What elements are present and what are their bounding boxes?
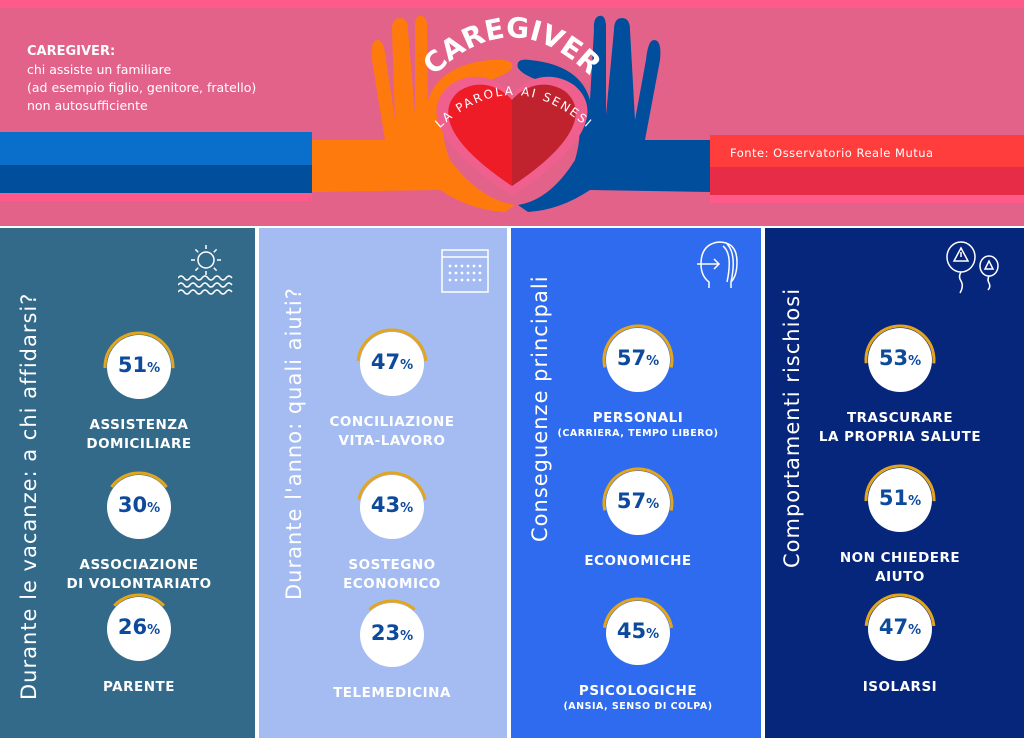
svg-text:CAREGIVER: CAREGIVER xyxy=(416,11,607,81)
percent-circle: 45% xyxy=(601,596,675,670)
definition-title: CAREGIVER: xyxy=(27,44,116,59)
percent-circle: 47% xyxy=(355,327,429,401)
stat-item: 53% TRASCURARE LA PROPRIA SALUTE xyxy=(780,323,1020,447)
pink-stripe xyxy=(0,193,312,201)
percent-value: 51% xyxy=(878,486,922,510)
percent-circle: 26% xyxy=(102,592,176,666)
red-stripe-dark xyxy=(710,167,1024,195)
percent-arc xyxy=(602,597,674,669)
logo-title: CAREGIVER xyxy=(416,11,607,81)
stat-item: 26% PARENTE xyxy=(19,592,259,697)
stat-item: 43% SOSTEGNO ECONOMICO xyxy=(272,470,512,594)
stat-label: TRASCURARE LA PROPRIA SALUTE xyxy=(818,410,982,445)
percent-circle: 43% xyxy=(355,470,429,544)
pink-stripe-right xyxy=(710,195,1024,203)
percent-circle: 51% xyxy=(102,330,176,404)
percent-value: 57% xyxy=(616,346,660,370)
stat-label: CONCILIAZIONE VITA-LAVORO xyxy=(329,414,455,449)
stat-item: 23% TELEMEDICINA xyxy=(272,598,512,703)
percent-value: 47% xyxy=(878,615,922,639)
percent-arc xyxy=(864,324,936,396)
percent-arc xyxy=(602,467,674,539)
definition-line: (ad esempio figlio, genitore, fratello) xyxy=(27,80,257,95)
stat-label: PARENTE xyxy=(103,679,175,695)
stat-item: 45% PSICOLOGICHE (ANSIA, SENSO DI COLPA) xyxy=(518,596,758,713)
caregiver-definition: CAREGIVER: chi assiste un familiare (ad … xyxy=(27,42,256,115)
percent-arc xyxy=(864,464,936,536)
stat-label: SOSTEGNO ECONOMICO xyxy=(343,557,441,592)
percent-circle: 51% xyxy=(863,463,937,537)
percent-arc xyxy=(602,324,674,396)
percent-circle: 30% xyxy=(102,470,176,544)
percent-value: 53% xyxy=(878,346,922,370)
stat-label: PERSONALI (CARRIERA, TEMPO LIBERO) xyxy=(557,410,719,439)
blue-stripe xyxy=(0,132,312,165)
stat-label: NON CHIEDERE AIUTO xyxy=(839,550,961,585)
percent-value: 51% xyxy=(117,353,161,377)
stat-item: 51% NON CHIEDERE AIUTO xyxy=(780,463,1020,587)
percent-value: 47% xyxy=(370,350,414,374)
stat-label: ASSISTENZA DOMICILIARE xyxy=(86,417,192,452)
percent-arc xyxy=(103,471,175,543)
stat-label: ISOLARSI xyxy=(862,679,938,695)
definition-line: non autosufficiente xyxy=(27,98,148,113)
definition-line: chi assiste un familiare xyxy=(27,62,172,77)
percent-arc xyxy=(864,593,936,665)
percent-value: 23% xyxy=(370,621,414,645)
percent-arc xyxy=(103,331,175,403)
percent-value: 45% xyxy=(616,619,660,643)
percent-circle: 57% xyxy=(601,323,675,397)
stat-label: ECONOMICHE xyxy=(584,553,692,569)
red-stripe xyxy=(710,135,1024,167)
stat-item: 47% CONCILIAZIONE VITA-LAVORO xyxy=(272,327,512,451)
top-stripe xyxy=(0,0,1024,8)
stat-item: 57% PERSONALI (CARRIERA, TEMPO LIBERO) xyxy=(518,323,758,440)
percent-circle: 47% xyxy=(863,592,937,666)
percent-circle: 53% xyxy=(863,323,937,397)
stat-label: ASSOCIAZIONE DI VOLONTARIATO xyxy=(66,557,212,592)
hands-heart-logo: CAREGIVER LA PAROLA AI SENESI xyxy=(312,11,710,213)
header-banner: CAREGIVER: chi assiste un familiare (ad … xyxy=(0,0,1024,226)
source-note: Fonte: Osservatorio Reale Mutua xyxy=(730,146,934,160)
warning-balloons-icon xyxy=(946,240,1006,304)
head-icon xyxy=(697,240,741,294)
stat-item: 51% ASSISTENZA DOMICILIARE xyxy=(19,330,259,454)
percent-value: 26% xyxy=(117,615,161,639)
percent-value: 57% xyxy=(616,489,660,513)
percent-arc xyxy=(356,599,428,671)
stat-item: 47% ISOLARSI xyxy=(780,592,1020,697)
stat-label: PSICOLOGICHE (ANSIA, SENSO DI COLPA) xyxy=(563,683,713,712)
percent-value: 43% xyxy=(370,493,414,517)
stat-item: 30% ASSOCIAZIONE DI VOLONTARIATO xyxy=(19,470,259,594)
percent-value: 30% xyxy=(117,493,161,517)
stat-item: 57% ECONOMICHE xyxy=(518,466,758,571)
sun-sea-icon xyxy=(177,243,238,307)
calendar-icon xyxy=(440,248,490,298)
blue-stripe-dark xyxy=(0,165,312,193)
percent-circle: 23% xyxy=(355,598,429,672)
stat-label: TELEMEDICINA xyxy=(333,685,451,701)
percent-circle: 57% xyxy=(601,466,675,540)
